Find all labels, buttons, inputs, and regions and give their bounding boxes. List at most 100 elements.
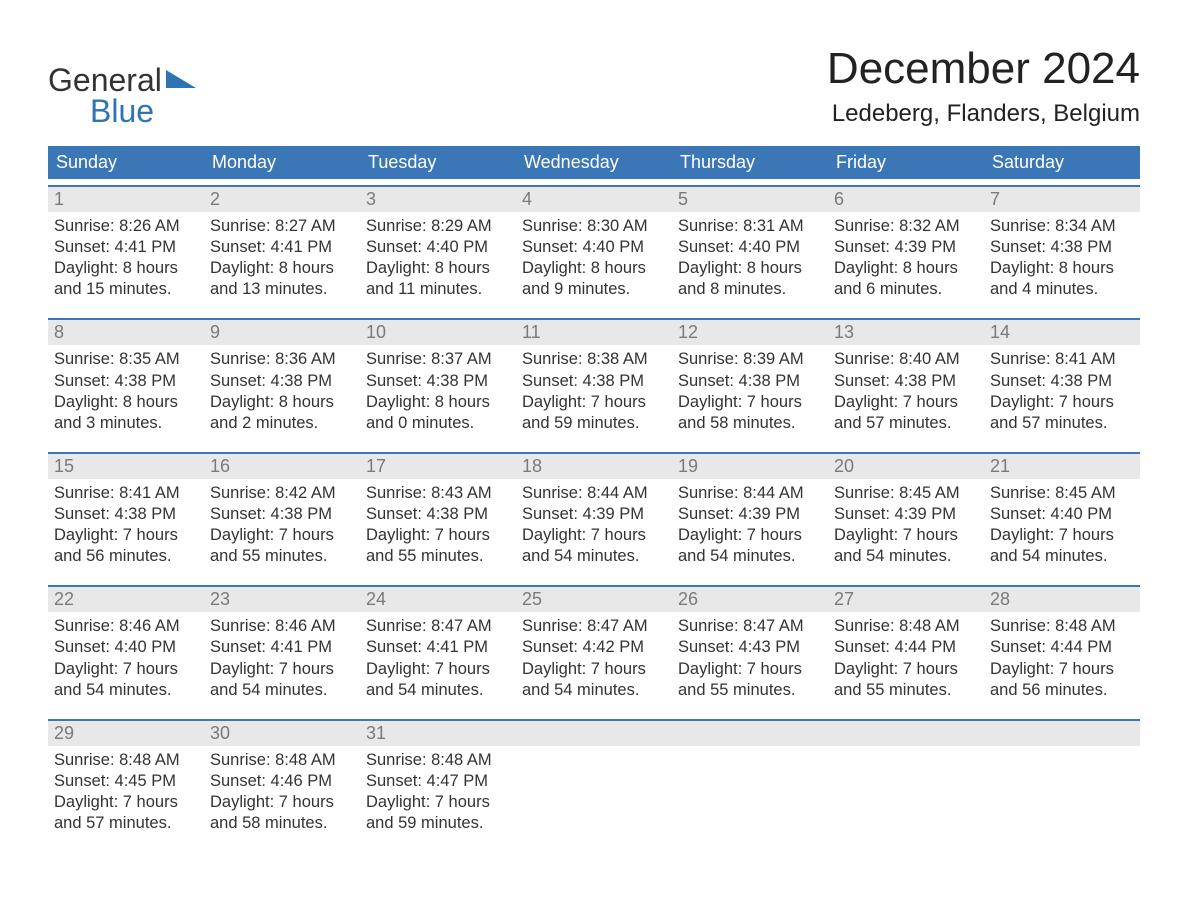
sunrise-line: Sunrise: 8:39 AM — [678, 349, 822, 370]
sunrise-line: Sunrise: 8:48 AM — [54, 750, 198, 771]
sunset-line: Sunset: 4:41 PM — [54, 237, 198, 258]
sunset-line: Sunset: 4:38 PM — [522, 371, 666, 392]
title-block: December 2024 Ledeberg, Flanders, Belgiu… — [827, 44, 1140, 128]
sunset-line: Sunset: 4:46 PM — [210, 771, 354, 792]
sunrise-line: Sunrise: 8:26 AM — [54, 216, 198, 237]
sunset-line: Sunset: 4:38 PM — [990, 237, 1134, 258]
day-number — [516, 721, 672, 746]
day-cell: Sunrise: 8:31 AMSunset: 4:40 PMDaylight:… — [672, 212, 828, 312]
daylight-line: Daylight: 8 hours and 0 minutes. — [366, 392, 510, 434]
day-cell: Sunrise: 8:26 AMSunset: 4:41 PMDaylight:… — [48, 212, 204, 312]
sunrise-line: Sunrise: 8:30 AM — [522, 216, 666, 237]
week-row: 891011121314Sunrise: 8:35 AMSunset: 4:38… — [48, 318, 1140, 445]
day-cell: Sunrise: 8:46 AMSunset: 4:40 PMDaylight:… — [48, 612, 204, 712]
day-number: 11 — [516, 320, 672, 345]
sunset-line: Sunset: 4:40 PM — [522, 237, 666, 258]
location-subtitle: Ledeberg, Flanders, Belgium — [827, 100, 1140, 128]
day-body-row: Sunrise: 8:35 AMSunset: 4:38 PMDaylight:… — [48, 345, 1140, 445]
day-cell: Sunrise: 8:27 AMSunset: 4:41 PMDaylight:… — [204, 212, 360, 312]
sunrise-line: Sunrise: 8:29 AM — [366, 216, 510, 237]
day-cell: Sunrise: 8:41 AMSunset: 4:38 PMDaylight:… — [984, 345, 1140, 445]
day-number: 2 — [204, 187, 360, 212]
day-number: 7 — [984, 187, 1140, 212]
daylight-line: Daylight: 7 hours and 56 minutes. — [54, 525, 198, 567]
week-row: 1234567Sunrise: 8:26 AMSunset: 4:41 PMDa… — [48, 185, 1140, 312]
sunset-line: Sunset: 4:38 PM — [990, 371, 1134, 392]
day-cell: Sunrise: 8:46 AMSunset: 4:41 PMDaylight:… — [204, 612, 360, 712]
daylight-line: Daylight: 7 hours and 57 minutes. — [54, 792, 198, 834]
day-number: 16 — [204, 454, 360, 479]
daylight-line: Daylight: 8 hours and 4 minutes. — [990, 258, 1134, 300]
sunrise-line: Sunrise: 8:32 AM — [834, 216, 978, 237]
day-number: 8 — [48, 320, 204, 345]
sunset-line: Sunset: 4:39 PM — [834, 504, 978, 525]
day-cell: Sunrise: 8:48 AMSunset: 4:47 PMDaylight:… — [360, 746, 516, 846]
dow-cell-friday: Friday — [828, 146, 984, 179]
sunset-line: Sunset: 4:38 PM — [366, 504, 510, 525]
day-number-row: 293031 — [48, 721, 1140, 746]
day-body-row: Sunrise: 8:48 AMSunset: 4:45 PMDaylight:… — [48, 746, 1140, 846]
sunrise-line: Sunrise: 8:46 AM — [210, 616, 354, 637]
day-number: 5 — [672, 187, 828, 212]
day-cell: Sunrise: 8:36 AMSunset: 4:38 PMDaylight:… — [204, 345, 360, 445]
daylight-line: Daylight: 7 hours and 54 minutes. — [522, 659, 666, 701]
logo-triangle-icon — [166, 66, 196, 93]
sunrise-line: Sunrise: 8:35 AM — [54, 349, 198, 370]
daylight-line: Daylight: 7 hours and 55 minutes. — [678, 659, 822, 701]
daylight-line: Daylight: 8 hours and 2 minutes. — [210, 392, 354, 434]
daylight-line: Daylight: 7 hours and 59 minutes. — [522, 392, 666, 434]
daylight-line: Daylight: 8 hours and 11 minutes. — [366, 258, 510, 300]
sunset-line: Sunset: 4:40 PM — [54, 637, 198, 658]
dow-cell-thursday: Thursday — [672, 146, 828, 179]
daylight-line: Daylight: 7 hours and 58 minutes. — [678, 392, 822, 434]
sunset-line: Sunset: 4:45 PM — [54, 771, 198, 792]
sunrise-line: Sunrise: 8:43 AM — [366, 483, 510, 504]
day-number: 3 — [360, 187, 516, 212]
day-body-row: Sunrise: 8:41 AMSunset: 4:38 PMDaylight:… — [48, 479, 1140, 579]
sunrise-line: Sunrise: 8:44 AM — [522, 483, 666, 504]
day-number: 4 — [516, 187, 672, 212]
day-cell: Sunrise: 8:39 AMSunset: 4:38 PMDaylight:… — [672, 345, 828, 445]
sunrise-line: Sunrise: 8:45 AM — [834, 483, 978, 504]
dow-cell-sunday: Sunday — [48, 146, 204, 179]
day-cell — [672, 746, 828, 846]
daylight-line: Daylight: 7 hours and 55 minutes. — [210, 525, 354, 567]
day-of-week-header-row: SundayMondayTuesdayWednesdayThursdayFrid… — [48, 146, 1140, 179]
day-number: 22 — [48, 587, 204, 612]
day-number: 29 — [48, 721, 204, 746]
sunrise-line: Sunrise: 8:48 AM — [366, 750, 510, 771]
weeks-container: 1234567Sunrise: 8:26 AMSunset: 4:41 PMDa… — [48, 185, 1140, 846]
logo-text-blue: Blue — [90, 93, 196, 130]
sunset-line: Sunset: 4:38 PM — [210, 504, 354, 525]
sunrise-line: Sunrise: 8:47 AM — [678, 616, 822, 637]
sunrise-line: Sunrise: 8:47 AM — [522, 616, 666, 637]
daylight-line: Daylight: 7 hours and 54 minutes. — [834, 525, 978, 567]
daylight-line: Daylight: 8 hours and 9 minutes. — [522, 258, 666, 300]
sunset-line: Sunset: 4:40 PM — [990, 504, 1134, 525]
day-number: 30 — [204, 721, 360, 746]
page: General Blue December 2024 Ledeberg, Fla… — [0, 0, 1188, 866]
day-number-row: 891011121314 — [48, 320, 1140, 345]
dow-cell-wednesday: Wednesday — [516, 146, 672, 179]
day-number: 10 — [360, 320, 516, 345]
sunrise-line: Sunrise: 8:46 AM — [54, 616, 198, 637]
logo: General Blue — [48, 62, 196, 130]
day-cell: Sunrise: 8:30 AMSunset: 4:40 PMDaylight:… — [516, 212, 672, 312]
sunset-line: Sunset: 4:39 PM — [678, 504, 822, 525]
day-number-row: 15161718192021 — [48, 454, 1140, 479]
day-cell: Sunrise: 8:44 AMSunset: 4:39 PMDaylight:… — [516, 479, 672, 579]
day-cell: Sunrise: 8:35 AMSunset: 4:38 PMDaylight:… — [48, 345, 204, 445]
sunrise-line: Sunrise: 8:27 AM — [210, 216, 354, 237]
sunset-line: Sunset: 4:44 PM — [834, 637, 978, 658]
day-number-row: 1234567 — [48, 187, 1140, 212]
day-cell: Sunrise: 8:47 AMSunset: 4:42 PMDaylight:… — [516, 612, 672, 712]
sunrise-line: Sunrise: 8:41 AM — [54, 483, 198, 504]
day-number: 31 — [360, 721, 516, 746]
day-number-row: 22232425262728 — [48, 587, 1140, 612]
sunset-line: Sunset: 4:41 PM — [366, 637, 510, 658]
day-cell: Sunrise: 8:47 AMSunset: 4:43 PMDaylight:… — [672, 612, 828, 712]
day-number: 12 — [672, 320, 828, 345]
daylight-line: Daylight: 8 hours and 15 minutes. — [54, 258, 198, 300]
sunrise-line: Sunrise: 8:37 AM — [366, 349, 510, 370]
page-title: December 2024 — [827, 44, 1140, 94]
